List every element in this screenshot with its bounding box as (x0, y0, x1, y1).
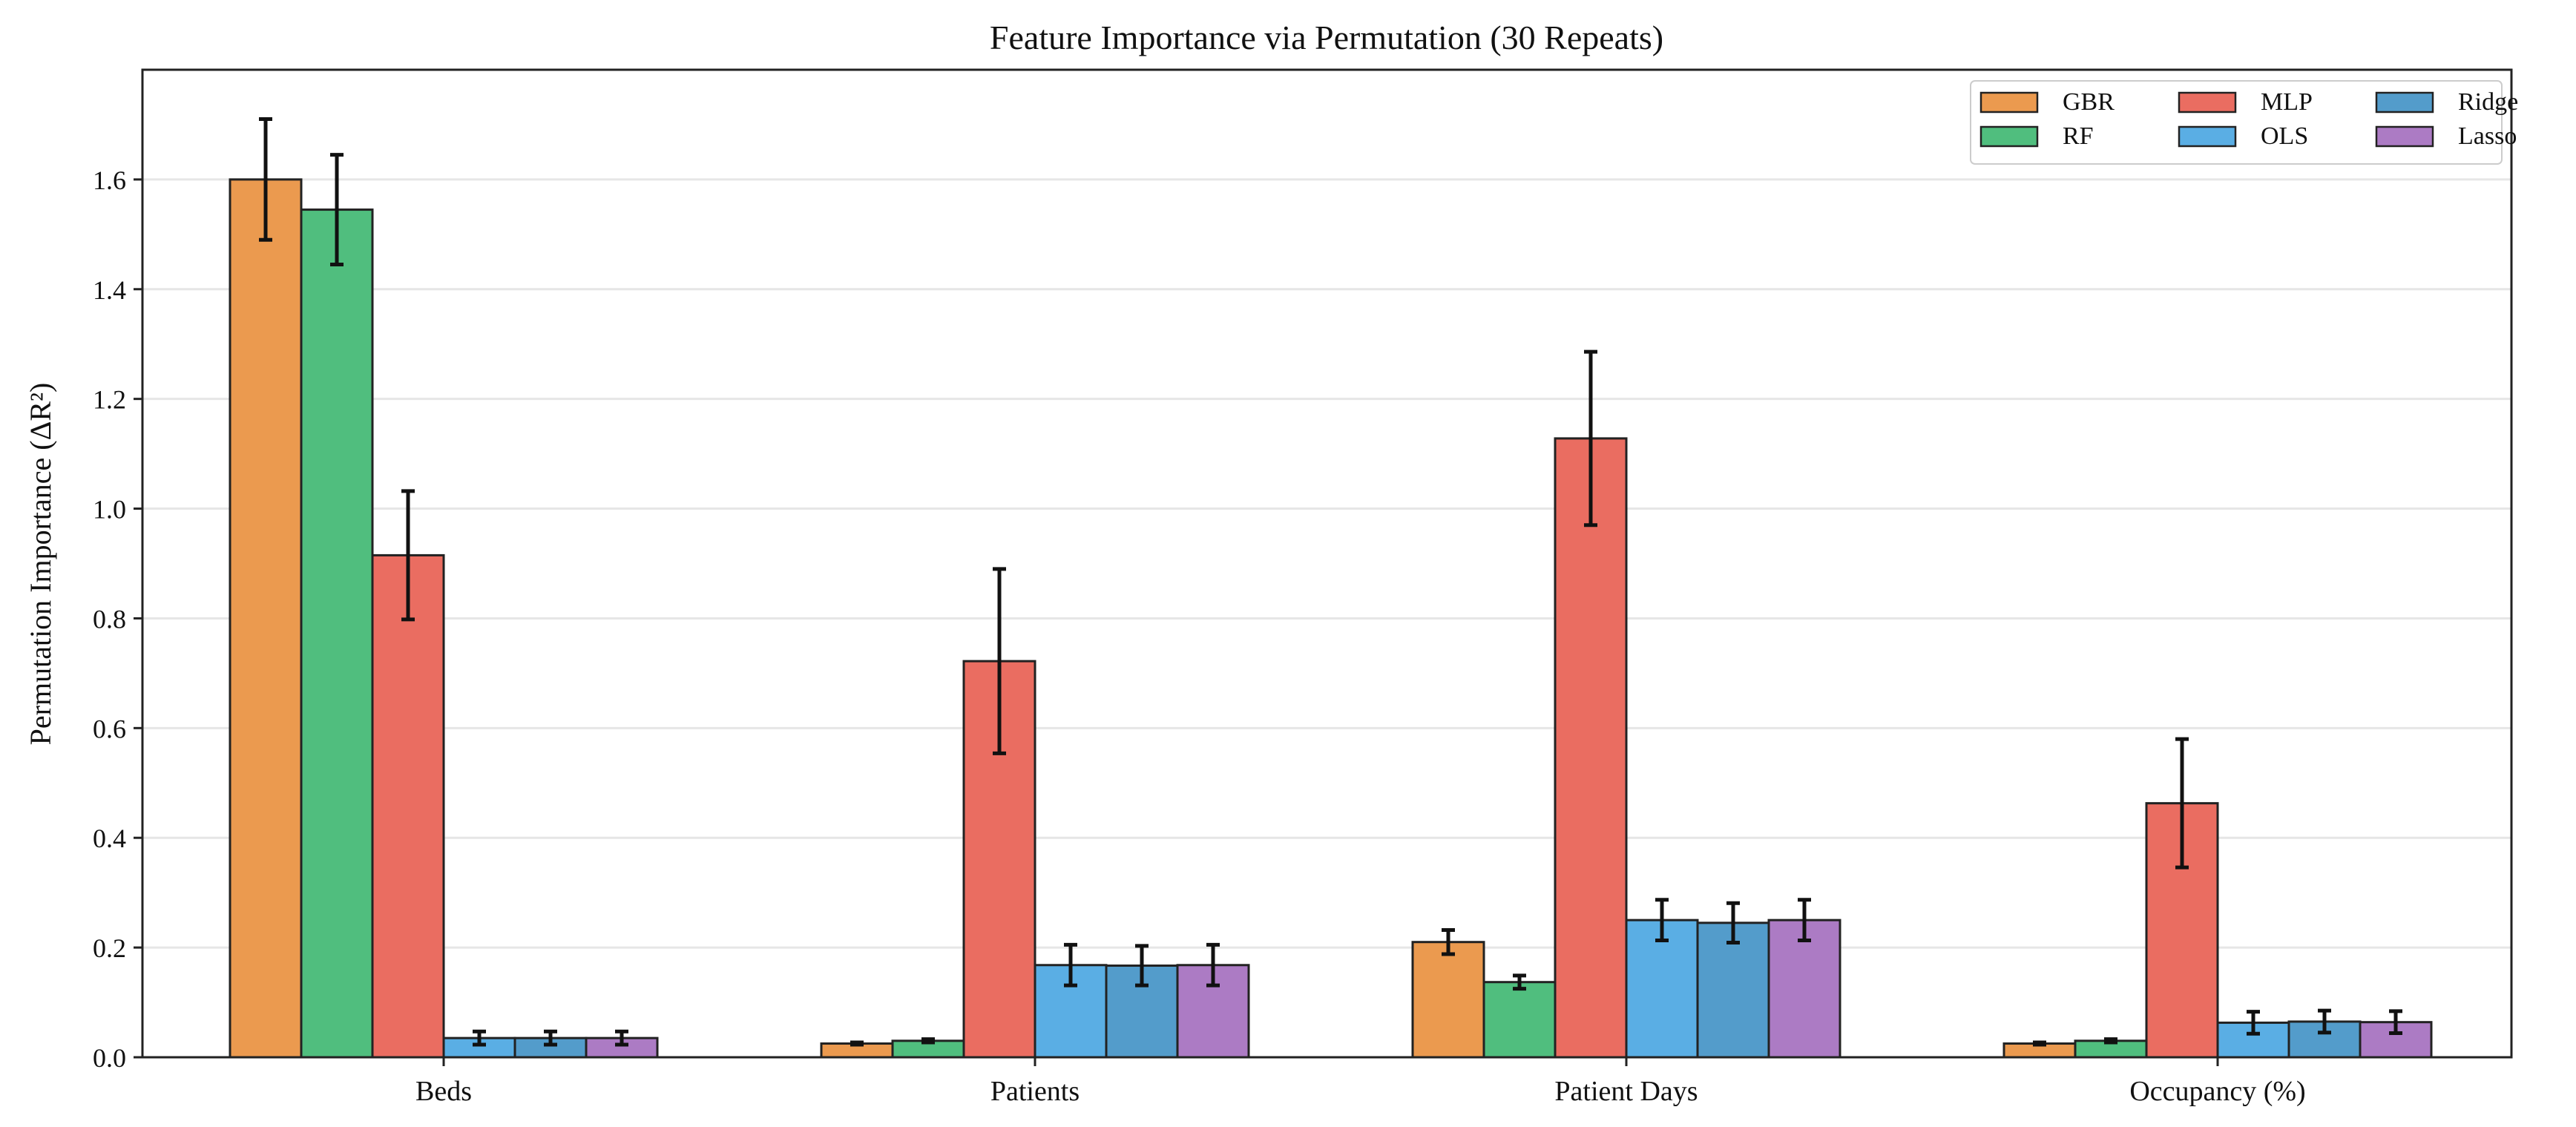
bar-mlp-2 (1554, 437, 1628, 1059)
bar-ridge-2 (1696, 921, 1770, 1059)
bar-mlp-0 (371, 553, 445, 1059)
y-tick-label: 0.2 (93, 933, 126, 963)
y-tick-label: 1.4 (93, 275, 126, 305)
legend-label-rf: RF (2063, 122, 2094, 150)
legend-swatch-mlp (2178, 91, 2237, 114)
legend-swatch-gbr (1979, 91, 2039, 114)
legend-swatch-ols (2178, 125, 2237, 148)
legend-label-ols: OLS (2261, 122, 2308, 150)
x-tick-label: Beds (415, 1076, 472, 1107)
error-bars-layer (259, 117, 2402, 1047)
legend-label-gbr: GBR (2063, 88, 2115, 116)
y-tick-label: 0.8 (93, 604, 126, 634)
bars-layer (229, 178, 2433, 1059)
x-tick-label: Patient Days (1554, 1076, 1698, 1107)
plot-frame (141, 68, 2513, 1059)
x-axis: Beds Patients Patient Days Occupancy (%) (415, 1057, 2306, 1107)
legend: GBR RF MLP OLS Ridge Lasso (1970, 80, 2518, 165)
bar-gbr-0 (229, 178, 303, 1059)
y-tick-label: 1.2 (93, 385, 126, 415)
x-tick-label: Patients (990, 1076, 1080, 1107)
bar-lasso-2 (1767, 919, 1841, 1059)
x-tick-label: Occupancy (%) (2129, 1076, 2305, 1107)
y-tick-label: 0.4 (93, 824, 126, 853)
legend-swatch-lasso (2375, 125, 2434, 148)
legend-box (1970, 80, 2503, 165)
chart-title: Feature Importance via Permutation (30 R… (990, 19, 1663, 56)
y-tick-label: 0.0 (93, 1043, 126, 1073)
y-axis: 0.0 0.2 0.4 0.6 0.8 1.0 1.2 1.4 1.6 (93, 165, 142, 1073)
y-tick-label: 1.0 (93, 495, 126, 525)
bar-rf-0 (300, 208, 374, 1059)
y-tick-label: 1.6 (93, 165, 126, 195)
y-axis-label: Permutation Importance (ΔR²) (24, 383, 57, 746)
legend-swatch-rf (1979, 125, 2039, 148)
legend-label-lasso: Lasso (2458, 122, 2517, 150)
legend-swatch-ridge (2375, 91, 2434, 114)
bar-gbr-2 (1411, 941, 1485, 1059)
legend-label-ridge: Ridge (2458, 88, 2518, 116)
grid-layer (142, 178, 2511, 949)
legend-label-mlp: MLP (2261, 88, 2313, 116)
bar-rf-2 (1482, 981, 1557, 1059)
y-tick-label: 0.6 (93, 714, 126, 743)
